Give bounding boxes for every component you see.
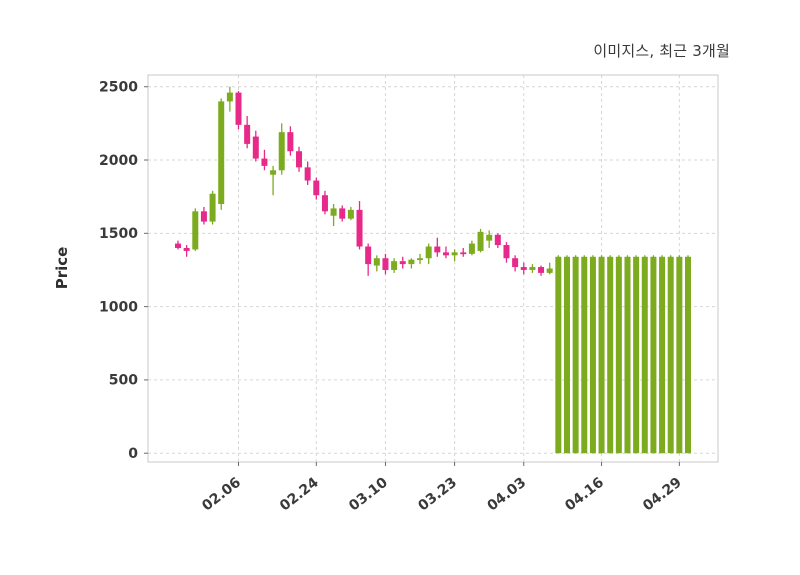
svg-text:2000: 2000 bbox=[99, 153, 138, 169]
svg-text:0: 0 bbox=[128, 446, 138, 462]
svg-text:02.24: 02.24 bbox=[277, 474, 322, 514]
svg-text:1500: 1500 bbox=[99, 226, 138, 242]
svg-text:2500: 2500 bbox=[99, 79, 138, 95]
svg-text:04.03: 04.03 bbox=[484, 475, 529, 515]
chart-title: 이미지스, 최근 3개월 bbox=[593, 42, 730, 60]
svg-text:04.29: 04.29 bbox=[640, 475, 685, 515]
svg-text:03.10: 03.10 bbox=[346, 474, 391, 514]
svg-text:03.23: 03.23 bbox=[415, 475, 460, 515]
svg-text:1000: 1000 bbox=[99, 299, 138, 315]
svg-text:500: 500 bbox=[109, 373, 138, 389]
svg-text:04.16: 04.16 bbox=[562, 475, 607, 515]
svg-text:02.06: 02.06 bbox=[199, 475, 244, 515]
